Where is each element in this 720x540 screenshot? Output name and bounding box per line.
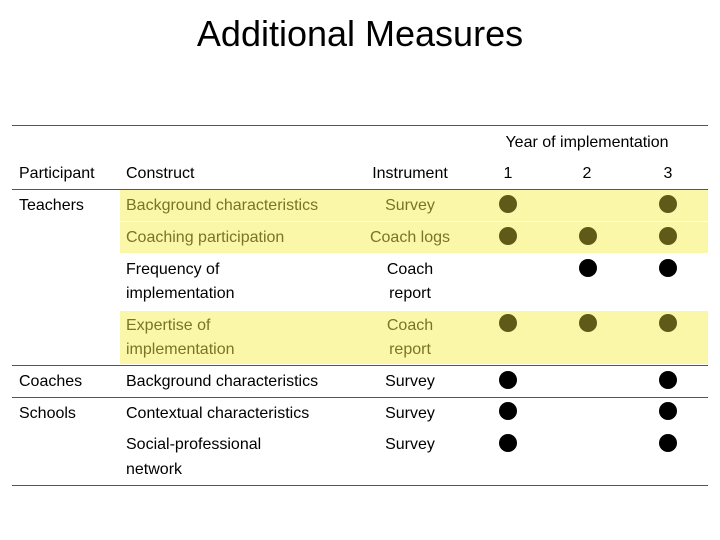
- participant-teachers: Teachers: [19, 197, 84, 214]
- highlight-row-background-characteristics: [120, 190, 708, 221]
- construct-cell-line2: implementation: [126, 285, 235, 302]
- instrument-cell-line1: Coach: [386, 261, 434, 278]
- table-top-rule: [12, 125, 708, 126]
- construct-cell: Coaching participation: [126, 229, 285, 246]
- year-3-dot: [659, 434, 677, 452]
- section-rule-coaches: [12, 397, 708, 398]
- year-3-dot: [659, 195, 677, 213]
- year-1-dot: [499, 195, 517, 213]
- year-3-dot: [659, 259, 677, 277]
- construct-cell: Contextual characteristics: [126, 405, 310, 422]
- year-of-implementation-header: Year of implementation: [505, 134, 669, 151]
- year-3-header: 3: [663, 165, 673, 182]
- instrument-cell: Survey: [385, 405, 435, 422]
- participant-schools: Schools: [19, 405, 76, 422]
- year-2-dot: [579, 259, 597, 277]
- year-3-dot: [659, 314, 677, 332]
- construct-cell: Background characteristics: [126, 373, 319, 390]
- instrument-header: Instrument: [372, 165, 448, 182]
- construct-cell-line1: Frequency of: [126, 261, 220, 278]
- year-1-dot: [499, 434, 517, 452]
- participant-header: Participant: [19, 165, 95, 182]
- year-2-dot: [579, 314, 597, 332]
- construct-cell-line2: network: [126, 461, 183, 478]
- construct-cell: Background characteristics: [126, 197, 319, 214]
- year-1-header: 1: [503, 165, 513, 182]
- highlight-row-expertise: [120, 311, 708, 364]
- instrument-cell-line1: Coach: [386, 317, 434, 334]
- year-1-dot: [499, 402, 517, 420]
- participant-coaches: Coaches: [19, 373, 83, 390]
- header-rule: [12, 189, 708, 190]
- slide-title: Additional Measures: [196, 13, 524, 54]
- construct-cell-line2: implementation: [126, 341, 235, 358]
- construct-header: Construct: [126, 165, 195, 182]
- year-1-dot: [499, 371, 517, 389]
- instrument-cell: Survey: [385, 436, 435, 453]
- year-1-dot: [499, 314, 517, 332]
- construct-cell-line1: Expertise of: [126, 317, 211, 334]
- instrument-cell: Survey: [385, 197, 435, 214]
- instrument-cell: Survey: [385, 373, 435, 390]
- construct-cell-line1: Social-professional: [126, 436, 262, 453]
- instrument-cell: Coach logs: [369, 229, 451, 246]
- table-bottom-rule: [12, 485, 708, 486]
- instrument-cell-line2: report: [389, 341, 431, 358]
- year-3-dot: [659, 402, 677, 420]
- year-2-header: 2: [582, 165, 592, 182]
- year-1-dot: [499, 227, 517, 245]
- year-3-dot: [659, 227, 677, 245]
- instrument-cell-line2: report: [389, 285, 431, 302]
- year-3-dot: [659, 371, 677, 389]
- highlight-row-coaching-participation: [120, 222, 708, 253]
- year-2-dot: [579, 227, 597, 245]
- section-rule-teachers: [12, 365, 708, 366]
